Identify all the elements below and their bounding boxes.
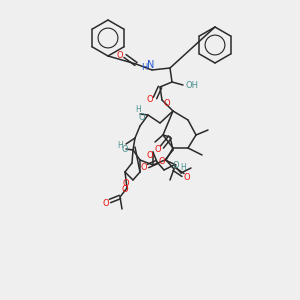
Text: O: O — [184, 173, 190, 182]
Text: O: O — [122, 185, 128, 194]
Text: O: O — [122, 146, 128, 154]
Text: H: H — [117, 140, 123, 149]
Text: H: H — [141, 64, 147, 73]
Text: O: O — [117, 50, 123, 59]
Text: O: O — [141, 164, 147, 172]
Text: O: O — [139, 113, 145, 122]
Text: O: O — [147, 152, 153, 160]
Text: OH: OH — [185, 80, 198, 89]
Text: H: H — [135, 106, 141, 115]
Text: N: N — [147, 60, 155, 70]
Text: O: O — [159, 158, 165, 166]
Text: O: O — [147, 95, 153, 104]
Text: O: O — [155, 146, 161, 154]
Text: O: O — [103, 199, 109, 208]
Text: O: O — [123, 178, 129, 188]
Text: O: O — [164, 98, 170, 107]
Text: O: O — [173, 160, 179, 169]
Text: H: H — [180, 164, 186, 172]
